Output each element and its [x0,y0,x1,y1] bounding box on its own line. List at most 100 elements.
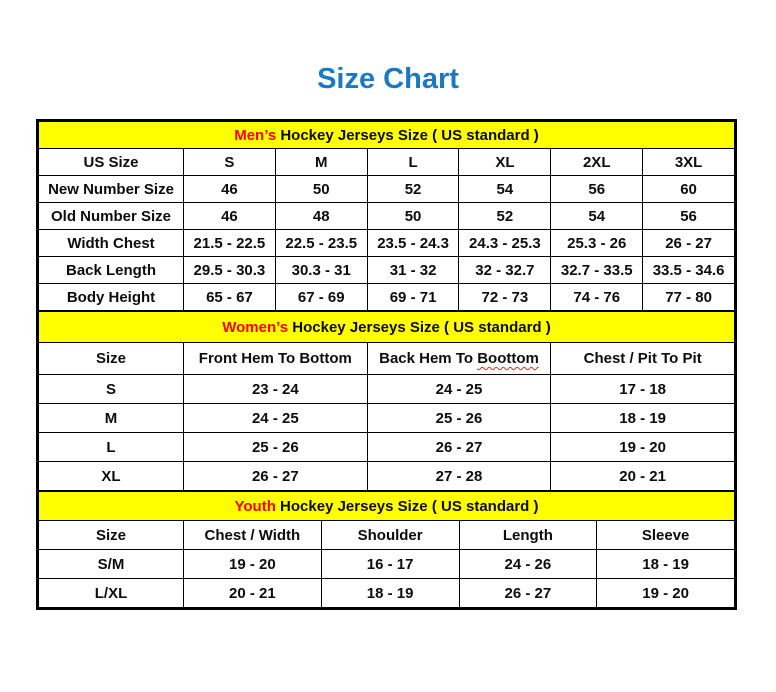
cell-value: 69 - 71 [366,283,460,311]
cell-value: 33.5 - 34.6 [642,256,735,284]
column-header: Shoulder [320,520,460,550]
cell-value: 26 - 27 [642,229,735,257]
cell-value: 20 - 21 [183,578,322,608]
table-row: XL 26 - 27 27 - 28 20 - 21 [38,461,735,491]
womens-size-table: Women’s Hockey Jerseys Size ( US standar… [38,311,735,491]
cell-value: 54 [550,202,644,230]
cell-value: 65 - 67 [183,283,276,311]
column-header: S [183,148,276,176]
column-header-label: Length [502,526,553,544]
section-title-text: Hockey Jerseys Size ( US standard ) [280,126,539,144]
cell-value: 16 - 17 [320,549,460,579]
column-header-label: Size [95,350,126,367]
row-label: Old Number Size [38,202,184,230]
cell-value: 26 - 27 [458,578,598,608]
column-header: Chest / Width [183,520,322,550]
mens-size-table: Men’s Hockey Jerseys Size ( US standard … [38,121,735,311]
table-row: Back Length 29.5 - 30.3 30.3 - 31 31 - 32 32… [38,256,735,284]
cell-value: 25 - 26 [366,403,552,433]
cell-value: 74 - 76 [550,283,644,311]
column-header: XL [458,148,552,176]
cell-value: 20 - 21 [550,461,735,491]
cell-value: 18 - 19 [320,578,460,608]
row-label: Back Length [38,256,184,284]
column-header-label: 3XL [674,153,703,171]
column-header: M [274,148,368,176]
cell-value: 32 - 32.7 [458,256,552,284]
column-header: Sleeve [596,520,735,550]
cell-value: 30.3 - 31 [274,256,368,284]
cell-value: 26 - 27 [366,432,552,462]
column-header-label: Chest / Width [204,526,301,544]
cell-value: 50 [366,202,460,230]
row-label: S/M [38,549,184,579]
table-row: Width Chest 21.5 - 22.5 22.5 - 23.5 23.5 - … [38,229,735,257]
cell-value: 52 [366,175,460,203]
cell-value: 23 - 24 [183,374,368,404]
column-header-label: Front Hem To Bottom [198,350,352,367]
row-label: Body Height [38,283,184,311]
cell-value: 31 - 32 [366,256,460,284]
cell-value: 50 [274,175,368,203]
column-header-label: M [314,153,328,171]
cell-value: 24.3 - 25.3 [458,229,552,257]
column-header: Chest / Pit To Pit [550,342,735,375]
section-title-text: Hockey Jerseys Size ( US standard ) [280,497,539,515]
column-header: L [366,148,460,176]
size-chart-tables: Men’s Hockey Jerseys Size ( US standard … [36,119,737,610]
row-label: Width Chest [38,229,184,257]
cell-value: 22.5 - 23.5 [274,229,368,257]
column-header-label: Shoulder [357,526,423,544]
column-header: Front Hem To Bottom [183,342,368,375]
table-row: S 23 - 24 24 - 25 17 - 18 [38,374,735,404]
cell-value: 24 - 25 [183,403,368,433]
section-title-mens: Men’s Hockey Jerseys Size ( US standard … [38,121,735,149]
column-header: Length [458,520,598,550]
cell-value: 56 [642,202,735,230]
cell-value: 25.3 - 26 [550,229,644,257]
cell-value: 17 - 18 [550,374,735,404]
cell-value: 23.5 - 24.3 [366,229,460,257]
section-title-text: Hockey Jerseys Size ( US standard ) [292,318,551,336]
column-header-row: Size Chest / Width Shoulder Length Sleeve [38,520,735,550]
cell-value: 19 - 20 [183,549,322,579]
column-header-label: Size [95,526,126,544]
cell-value: 72 - 73 [458,283,552,311]
column-header-label: L [408,153,418,171]
cell-value: 48 [274,202,368,230]
column-header-label: 2XL [582,153,611,171]
table-row: New Number Size 46 50 52 54 56 60 [38,175,735,203]
section-band-row: Youth Hockey Jerseys Size ( US standard … [38,491,735,521]
column-header: Back Hem To Boottom [366,342,552,375]
spellcheck-flagged-word: Boottom [477,350,539,367]
cell-value: 46 [183,175,276,203]
column-header-label: XL [495,153,515,171]
column-header-row: US Size S M L XL 2XL 3XL [38,148,735,176]
cell-value: 19 - 20 [596,578,735,608]
cell-value: 24 - 26 [458,549,598,579]
table-row: S/M 19 - 20 16 - 17 24 - 26 18 - 19 [38,549,735,579]
column-header: 3XL [642,148,735,176]
cell-value: 67 - 69 [274,283,368,311]
row-label: S [38,374,184,404]
section-title-womens: Women’s Hockey Jerseys Size ( US standar… [38,311,735,343]
table-row: L/XL 20 - 21 18 - 19 26 - 27 19 - 20 [38,578,735,608]
section-title-accent: Women’s [222,318,289,336]
section-title-accent: Men’s [234,126,277,144]
column-header: 2XL [550,148,644,176]
section-band-row: Men’s Hockey Jerseys Size ( US standard … [38,121,735,149]
cell-value: 27 - 28 [366,461,552,491]
column-header-label: Chest / Pit To Pit [583,350,702,367]
cell-value: 60 [642,175,735,203]
table-row: Old Number Size 46 48 50 52 54 56 [38,202,735,230]
cell-value: 54 [458,175,552,203]
row-label: L [38,432,184,462]
row-label: New Number Size [38,175,184,203]
cell-value: 24 - 25 [366,374,552,404]
table-row: Body Height 65 - 67 67 - 69 69 - 71 72 - 73 7… [38,283,735,311]
column-header: US Size [38,148,184,176]
column-header-row: Size Front Hem To Bottom Back Hem To Boott… [38,342,735,375]
table-row: L 25 - 26 26 - 27 19 - 20 [38,432,735,462]
section-title-youth: Youth Hockey Jerseys Size ( US standard … [38,491,735,521]
cell-value: 18 - 19 [596,549,735,579]
